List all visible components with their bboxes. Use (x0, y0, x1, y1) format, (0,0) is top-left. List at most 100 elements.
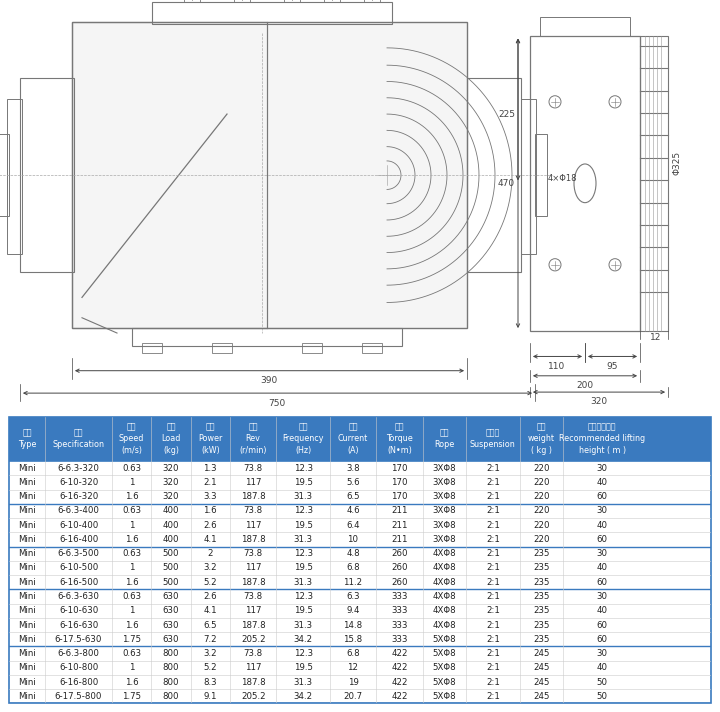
Text: 110: 110 (549, 362, 566, 370)
Text: 19: 19 (348, 678, 359, 686)
Text: 73.8: 73.8 (243, 464, 263, 473)
Text: 245: 245 (533, 678, 549, 686)
Text: 1: 1 (129, 606, 135, 615)
Text: 2:1: 2:1 (486, 464, 500, 473)
Text: Mini: Mini (18, 692, 36, 701)
Text: 1.6: 1.6 (204, 506, 217, 515)
Text: 200: 200 (577, 381, 593, 390)
Text: 30: 30 (597, 649, 608, 658)
Text: 117: 117 (245, 664, 261, 672)
Text: Mini: Mini (18, 464, 36, 473)
Text: 3.8: 3.8 (346, 464, 360, 473)
Bar (152, 2, 392, 24)
Text: Mini: Mini (18, 621, 36, 629)
Text: 245: 245 (533, 664, 549, 672)
Text: 转速
Rev
(r/min): 转速 Rev (r/min) (240, 423, 267, 455)
Text: 12.3: 12.3 (294, 649, 312, 658)
Text: 320: 320 (163, 478, 179, 487)
Text: 6-6.3-320: 6-6.3-320 (58, 464, 99, 473)
Text: 422: 422 (391, 649, 408, 658)
Text: 6-16-320: 6-16-320 (59, 492, 98, 501)
Text: 333: 333 (391, 621, 408, 629)
Text: 1.75: 1.75 (122, 635, 141, 644)
Text: 220: 220 (533, 520, 549, 530)
Text: 5.6: 5.6 (346, 478, 360, 487)
Text: 12.3: 12.3 (294, 506, 312, 515)
Text: 3XΦ8: 3XΦ8 (433, 506, 456, 515)
Text: 1.6: 1.6 (125, 621, 138, 629)
Text: 220: 220 (533, 506, 549, 515)
Text: 73.8: 73.8 (243, 592, 263, 601)
Text: 6-16-400: 6-16-400 (59, 535, 98, 544)
Text: 60: 60 (597, 577, 608, 587)
Text: 12.3: 12.3 (294, 464, 312, 473)
Text: Mini: Mini (18, 535, 36, 544)
Text: 800: 800 (163, 692, 179, 701)
Text: 6-17.5-800: 6-17.5-800 (55, 692, 102, 701)
Bar (234, 0, 250, 2)
Text: 6-6.3-500: 6-6.3-500 (58, 549, 99, 558)
Text: 4×Φ18: 4×Φ18 (548, 174, 577, 183)
Text: 推荐提升高度
Recommended lifting
height ( m ): 推荐提升高度 Recommended lifting height ( m ) (559, 423, 645, 455)
Text: 117: 117 (245, 606, 261, 615)
Text: 2:1: 2:1 (486, 563, 500, 572)
Bar (212, 343, 232, 353)
Text: 50: 50 (597, 692, 608, 701)
Bar (540, 17, 630, 36)
Text: 220: 220 (533, 492, 549, 501)
Text: 1.6: 1.6 (125, 577, 138, 587)
Text: 6-16-500: 6-16-500 (59, 577, 98, 587)
Text: 2:1: 2:1 (486, 678, 500, 686)
Text: 4XΦ8: 4XΦ8 (433, 577, 456, 587)
Text: 170: 170 (391, 464, 408, 473)
Text: 功率
Power
(kW): 功率 Power (kW) (198, 423, 222, 455)
Text: 187.8: 187.8 (241, 678, 266, 686)
Text: 30: 30 (597, 464, 608, 473)
Text: 0.63: 0.63 (122, 592, 141, 601)
Text: 19.5: 19.5 (294, 563, 312, 572)
Text: 40: 40 (597, 520, 608, 530)
Text: 5XΦ8: 5XΦ8 (433, 649, 456, 658)
Text: 4XΦ8: 4XΦ8 (433, 592, 456, 601)
Text: 6-10-400: 6-10-400 (59, 520, 98, 530)
Text: Mini: Mini (18, 592, 36, 601)
Text: Mini: Mini (18, 649, 36, 658)
Text: 2:1: 2:1 (486, 549, 500, 558)
Text: 2:1: 2:1 (486, 506, 500, 515)
Text: 31.3: 31.3 (294, 492, 312, 501)
Text: 30: 30 (597, 549, 608, 558)
Text: 5XΦ8: 5XΦ8 (433, 692, 456, 701)
Bar (324, 0, 340, 2)
Bar (72, 22, 267, 328)
Text: 6-6.3-400: 6-6.3-400 (58, 506, 99, 515)
Text: 73.8: 73.8 (243, 506, 263, 515)
Text: 0.63: 0.63 (122, 464, 141, 473)
Text: 2:1: 2:1 (486, 577, 500, 587)
Text: 6-16-630: 6-16-630 (59, 621, 98, 629)
Text: 6.5: 6.5 (346, 492, 360, 501)
Text: Φ325: Φ325 (672, 151, 681, 175)
Text: 40: 40 (597, 664, 608, 672)
Text: 4XΦ8: 4XΦ8 (433, 563, 456, 572)
Text: 曳引比
Suspension: 曳引比 Suspension (470, 429, 516, 449)
Text: 0.63: 0.63 (122, 649, 141, 658)
Text: 3.2: 3.2 (204, 563, 217, 572)
Text: 3XΦ8: 3XΦ8 (433, 478, 456, 487)
Text: 117: 117 (245, 520, 261, 530)
Text: 40: 40 (597, 563, 608, 572)
Bar (72, 22, 467, 328)
Text: 6-6.3-800: 6-6.3-800 (58, 649, 99, 658)
Text: 170: 170 (391, 492, 408, 501)
Text: 3XΦ8: 3XΦ8 (433, 492, 456, 501)
Text: 320: 320 (163, 492, 179, 501)
Text: 规格
Specification: 规格 Specification (53, 429, 104, 449)
Text: Mini: Mini (18, 506, 36, 515)
Bar (20, 78, 74, 272)
Text: 260: 260 (391, 549, 408, 558)
Text: 1: 1 (129, 563, 135, 572)
Text: 187.8: 187.8 (241, 577, 266, 587)
Text: 30: 30 (597, 506, 608, 515)
Text: 40: 40 (597, 606, 608, 615)
Text: 40: 40 (597, 478, 608, 487)
Bar (521, 99, 536, 253)
